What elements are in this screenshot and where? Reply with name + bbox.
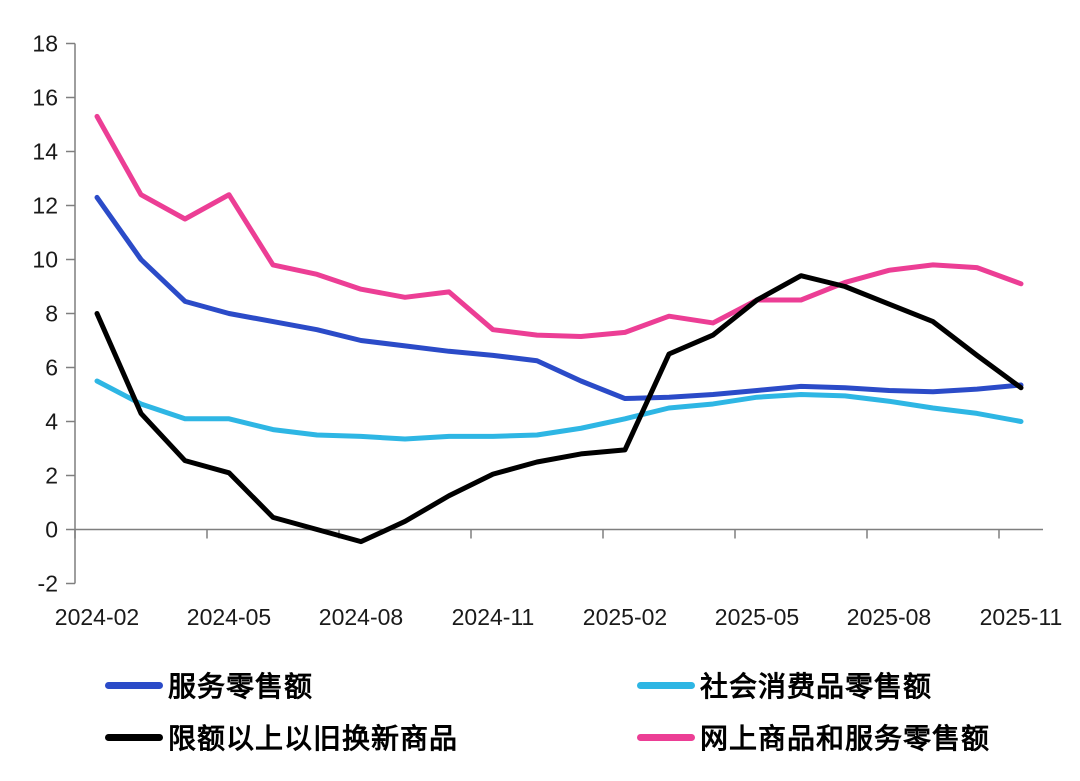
- series-line-0: [94, 194, 1024, 402]
- x-axis-tick-label: 2024-05: [187, 604, 271, 630]
- x-axis-tick-label: 2025-02: [583, 604, 667, 630]
- y-axis-tick-label: 14: [32, 139, 58, 165]
- y-axis-tick-label: -2: [38, 571, 58, 597]
- line-chart: 18 16 14 12 10 8 6 4 2 0 -2 2024-02 2024-05 2024-08 20…: [32, 31, 1063, 631]
- x-axis-tick-label: 2025-08: [847, 604, 931, 630]
- x-axis-tick-label: 2024-11: [452, 604, 535, 630]
- legend-item-2: 限额以上以旧换新商品: [105, 718, 637, 756]
- legend-label: 网上商品和服务零售额: [700, 723, 991, 754]
- chart-legend: 服务零售额 社会消费品零售额限额以上以旧换新商品 网上商品和服务零售额: [105, 666, 1035, 756]
- legend-item-1: 社会消费品零售额: [637, 666, 1035, 704]
- legend-label: 限额以上以旧换新商品: [168, 723, 459, 754]
- legend-item-0: 服务零售额: [105, 666, 637, 704]
- legend-swatch-icon: [637, 733, 695, 741]
- legend-swatch-icon: [637, 681, 695, 689]
- y-axis-tick-label: 6: [45, 355, 58, 381]
- legend-swatch-icon: [105, 681, 163, 689]
- y-axis-tick-label: 18: [32, 31, 58, 57]
- legend-swatch-icon: [105, 733, 163, 741]
- y-axis-tick-label: 8: [45, 301, 58, 327]
- x-axis-tick-label: 2025-05: [715, 604, 799, 630]
- x-axis-tick-label: 2024-02: [55, 604, 139, 630]
- y-axis-tick-label: 12: [32, 193, 58, 219]
- x-axis-tick-label: 2024-08: [319, 604, 403, 630]
- series-line-3: [94, 113, 1024, 339]
- y-axis-tick-label: 10: [32, 247, 58, 273]
- legend-label: 服务零售额: [168, 671, 314, 702]
- legend-item-3: 网上商品和服务零售额: [637, 718, 1035, 756]
- legend-label: 社会消费品零售额: [700, 671, 933, 702]
- x-axis-tick-label: 2025-11: [980, 604, 1063, 630]
- series-line-1: [94, 378, 1024, 442]
- series-line-2: [94, 273, 1024, 545]
- y-axis-tick-label: 2: [45, 463, 58, 489]
- y-axis-tick-label: 16: [32, 85, 58, 111]
- y-axis-tick-label: 4: [45, 409, 58, 435]
- y-axis-tick-label: 0: [45, 517, 58, 543]
